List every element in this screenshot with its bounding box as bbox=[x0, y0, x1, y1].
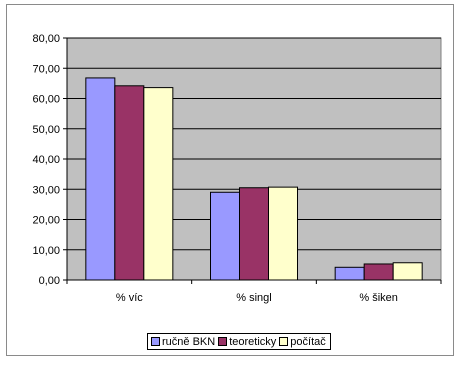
y-tick-label: 70,00 bbox=[32, 63, 60, 75]
legend-item-teoreticky: teoreticky bbox=[218, 336, 276, 348]
y-tick-label: 20,00 bbox=[32, 215, 60, 227]
y-tick-label: 40,00 bbox=[32, 154, 60, 166]
bar bbox=[114, 85, 145, 281]
y-tick-label: 0,00 bbox=[39, 275, 60, 287]
y-tick-label: 50,00 bbox=[32, 124, 60, 136]
bar bbox=[363, 263, 394, 281]
x-tick-label: % šiken bbox=[359, 292, 398, 304]
legend-label-teoreticky: teoreticky bbox=[229, 335, 277, 348]
bar bbox=[268, 186, 298, 281]
y-tick-label: 80,00 bbox=[32, 33, 60, 45]
y-tick-label: 10,00 bbox=[32, 245, 60, 257]
legend-label-rucne-bkn: ručně BKN bbox=[162, 335, 216, 348]
bar bbox=[392, 262, 423, 281]
chart-legend: ručně BKN teoreticky počítač bbox=[147, 333, 331, 350]
bar bbox=[85, 77, 116, 281]
x-tick-label: % singl bbox=[236, 292, 271, 304]
legend-label-pocitac: počítač bbox=[290, 335, 326, 348]
x-tick-label: % víc bbox=[116, 292, 143, 304]
bar bbox=[334, 266, 365, 281]
legend-swatch-pocitac bbox=[279, 337, 289, 346]
legend-item-rucne-bkn: ručně BKN bbox=[151, 336, 215, 348]
bar bbox=[143, 87, 174, 281]
y-tick-label: 60,00 bbox=[32, 94, 60, 106]
legend-swatch-rucne-bkn bbox=[151, 337, 160, 346]
legend-item-pocitac: počítač bbox=[279, 335, 326, 348]
bar bbox=[239, 187, 269, 281]
legend-swatch-teoreticky bbox=[218, 337, 228, 346]
y-tick-label: 30,00 bbox=[32, 184, 60, 196]
bar bbox=[210, 191, 240, 281]
